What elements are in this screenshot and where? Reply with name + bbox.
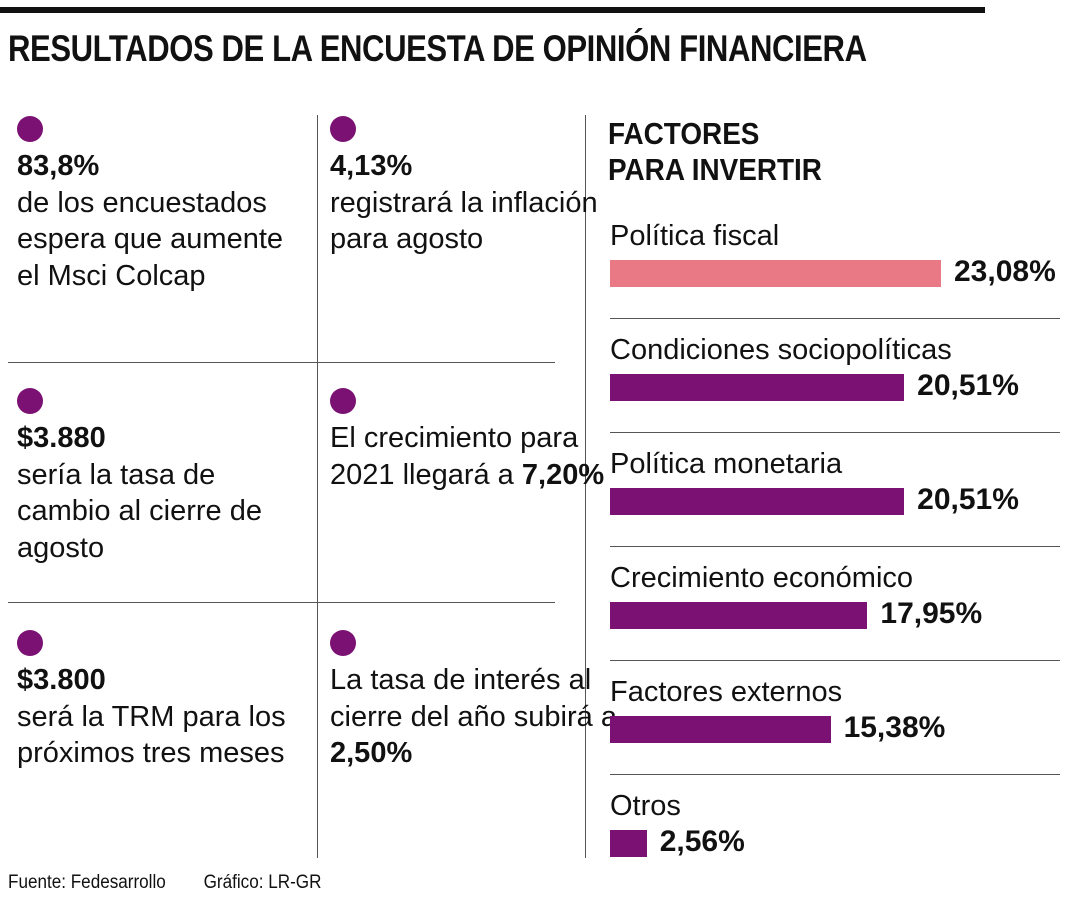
stat-value: $3.800	[17, 664, 106, 696]
row-divider	[8, 602, 555, 603]
bar-value-label: 20,51%	[917, 483, 1019, 516]
bar	[610, 716, 831, 743]
stat-cell: El crecimiento para 2021 llegará a 7,20%	[330, 388, 620, 493]
stat-text: 4,13% registrará la inflación para agosto	[330, 148, 620, 258]
bar-category-label: Condiciones sociopolíticas	[610, 334, 952, 366]
stat-description: de los encuestados espera que aumente el…	[17, 186, 284, 292]
bar-category-label: Política fiscal	[610, 220, 780, 252]
bar-value-label: 17,95%	[880, 597, 983, 630]
stat-description: sería la tasa de cambio al cierre de ago…	[17, 458, 262, 564]
stat-cell: $3.880 sería la tasa de cambio al cierre …	[17, 388, 307, 566]
stat-text: 83,8% de los encuestados espera que aumen…	[17, 148, 307, 294]
row-separator	[610, 318, 1060, 319]
column-divider	[317, 115, 318, 858]
bar-category-label: Crecimiento económico	[610, 562, 914, 594]
stat-text: $3.880 sería la tasa de cambio al cierre …	[17, 420, 307, 566]
stat-description: La tasa de interés al cierre del año sub…	[330, 664, 617, 733]
row-separator	[610, 546, 1060, 547]
bar-value-label: 2,56%	[659, 825, 745, 858]
stat-text: La tasa de interés al cierre del año sub…	[330, 662, 620, 772]
bullet-dot-icon	[330, 388, 356, 414]
stat-value: 7,20%	[521, 458, 605, 491]
stat-cell: 83,8% de los encuestados espera que aumen…	[17, 116, 307, 294]
bar	[610, 374, 905, 401]
bar-value-label: 15,38%	[843, 711, 946, 744]
bar-category-label: Otros	[610, 790, 681, 822]
chart-title: FACTORES PARA INVERTIR	[608, 116, 822, 188]
bar-value-label: 23,08%	[954, 255, 1056, 288]
bullet-dot-icon	[17, 116, 43, 142]
stat-cell: 4,13% registrará la inflación para agosto	[330, 116, 620, 258]
top-rule	[0, 7, 985, 13]
chart-title-line: FACTORES	[608, 116, 760, 151]
row-separator	[610, 660, 1060, 661]
page-title: RESULTADOS DE LA ENCUESTA DE OPINIÓN FIN…	[8, 28, 867, 69]
stat-value: $3.880	[17, 422, 106, 454]
stat-description: El crecimiento para 2021 llegará a	[330, 422, 579, 491]
bar-category-label: Factores externos	[610, 676, 843, 708]
bullet-dot-icon	[17, 630, 43, 656]
stat-cell: $3.800 será la TRM para los próximos tres…	[17, 630, 307, 772]
bullet-dot-icon	[330, 116, 356, 142]
stat-text: El crecimiento para 2021 llegará a 7,20%	[330, 420, 620, 493]
row-separator	[610, 432, 1060, 433]
stat-text: $3.800 será la TRM para los próximos tres…	[17, 662, 307, 772]
bar	[610, 830, 647, 857]
stat-value: 83,8%	[17, 150, 100, 182]
stat-description: registrará la inflación para agosto	[330, 186, 598, 256]
bullet-dot-icon	[330, 630, 356, 656]
bar	[610, 260, 941, 287]
column-divider	[585, 115, 586, 858]
footer: Fuente: Fedesarrollo Gráfico: LR-GR	[8, 872, 321, 894]
bar	[610, 488, 905, 515]
source-note: Fuente: Fedesarrollo	[8, 872, 166, 893]
bullet-dot-icon	[17, 388, 43, 414]
stat-value: 2,50%	[330, 737, 413, 769]
stat-cell: La tasa de interés al cierre del año sub…	[330, 630, 620, 772]
bar	[610, 602, 868, 629]
row-separator	[610, 774, 1060, 775]
stat-value: 4,13%	[330, 150, 413, 182]
row-divider	[8, 362, 555, 363]
bar-category-label: Política monetaria	[610, 448, 843, 480]
chart-title-line: PARA INVERTIR	[608, 152, 822, 187]
bar-value-label: 20,51%	[917, 369, 1019, 402]
stat-description: será la TRM para los próximos tres meses	[17, 700, 286, 770]
credit-note: Gráfico: LR-GR	[203, 872, 322, 893]
